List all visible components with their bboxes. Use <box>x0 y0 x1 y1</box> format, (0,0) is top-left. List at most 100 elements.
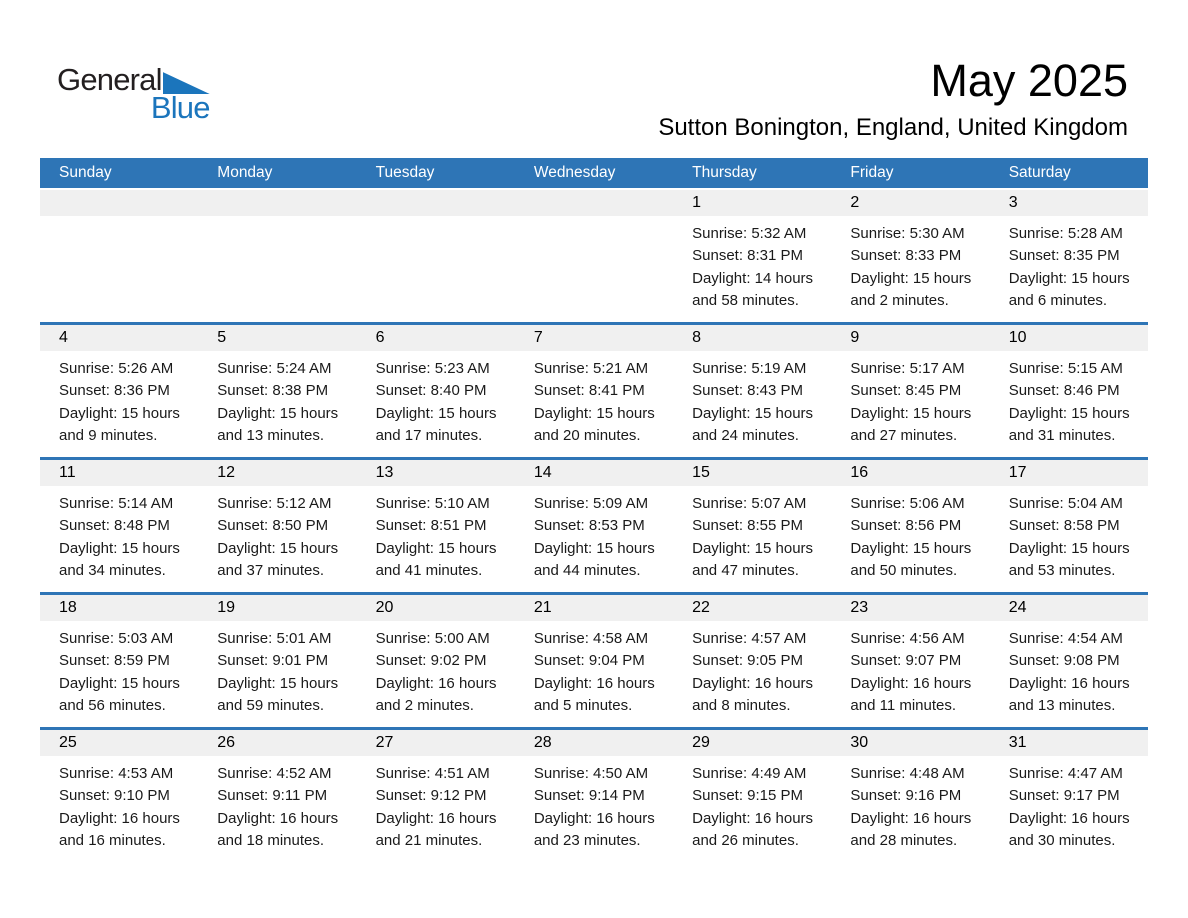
detail-line: Sunset: 8:55 PM <box>692 517 804 535</box>
day-number-band: 25 26 27 28 29 30 31 <box>40 730 1148 756</box>
detail-line: Daylight: 16 hours <box>217 809 339 827</box>
day-details: Sunrise: 5:32 AM Sunset: 8:31 PM Daylight:… <box>673 216 831 322</box>
general-blue-logo: General Blue <box>57 64 210 123</box>
day-number: 6 <box>375 329 385 346</box>
empty-day-cell <box>515 190 673 216</box>
day-details: Sunrise: 4:58 AM Sunset: 9:04 PM Daylight:… <box>515 621 673 727</box>
detail-line: Daylight: 16 hours <box>533 809 655 827</box>
day-details: Sunrise: 5:10 AM Sunset: 8:51 PM Daylight:… <box>357 486 515 592</box>
day-number-band: 11 12 13 14 15 16 17 <box>40 460 1148 486</box>
day-number: 17 <box>1008 464 1027 481</box>
detail-line: Sunrise: 5:30 AM <box>850 225 965 242</box>
detail-line: Sunset: 9:05 PM <box>692 652 804 670</box>
detail-line: Sunset: 9:16 PM <box>850 787 962 805</box>
detail-line: and 16 minutes. <box>59 832 166 850</box>
detail-line: Sunset: 9:04 PM <box>533 652 645 670</box>
detail-line: and 5 minutes. <box>533 697 633 715</box>
day-details: Sunrise: 5:26 AM Sunset: 8:36 PM Daylight:… <box>40 351 198 457</box>
weekday-header-tuesday: Tuesday <box>375 164 435 181</box>
day-number-band: 1 2 3 <box>40 190 1148 216</box>
day-number: 27 <box>375 734 394 751</box>
detail-line: Sunset: 9:02 PM <box>375 652 487 670</box>
detail-line: and 11 minutes. <box>850 697 957 715</box>
detail-line: Daylight: 15 hours <box>217 404 339 422</box>
detail-line: Daylight: 15 hours <box>59 674 180 692</box>
detail-line: and 50 minutes. <box>850 562 958 580</box>
detail-line: Sunrise: 5:28 AM <box>1008 225 1123 242</box>
detail-line: Sunset: 8:58 PM <box>1008 517 1120 535</box>
detail-line: and 17 minutes. <box>375 427 483 445</box>
detail-line: and 6 minutes. <box>1008 292 1108 310</box>
day-number: 18 <box>59 599 77 616</box>
week-row: 4 5 6 7 8 9 10 Sunrise: 5:26 AM Sunset: 8:36 PM D… <box>40 322 1148 457</box>
detail-line: and 56 minutes. <box>59 697 166 715</box>
detail-line: Daylight: 16 hours <box>375 674 497 692</box>
detail-line: Daylight: 15 hours <box>1008 269 1130 287</box>
detail-line: and 59 minutes. <box>217 697 325 715</box>
day-details-band: Sunrise: 5:03 AM Sunset: 8:59 PM Daylight:… <box>40 621 1148 727</box>
detail-line: Sunset: 8:38 PM <box>217 382 329 400</box>
detail-line: Sunset: 9:07 PM <box>850 652 962 670</box>
detail-line: Sunset: 9:12 PM <box>375 787 487 805</box>
detail-line: Daylight: 15 hours <box>692 539 814 557</box>
day-number: 31 <box>1008 734 1027 751</box>
detail-line: and 31 minutes. <box>1008 427 1116 445</box>
day-details: Sunrise: 5:12 AM Sunset: 8:50 PM Daylight:… <box>198 486 356 592</box>
day-number: 2 <box>850 194 860 211</box>
day-details: Sunrise: 5:00 AM Sunset: 9:02 PM Daylight:… <box>357 621 515 727</box>
detail-line: and 24 minutes. <box>692 427 799 445</box>
detail-line: Daylight: 16 hours <box>692 674 814 692</box>
day-details-band: Sunrise: 4:53 AM Sunset: 9:10 PM Daylight:… <box>40 756 1148 862</box>
detail-line: Daylight: 16 hours <box>1008 674 1130 692</box>
detail-line: Daylight: 15 hours <box>59 404 180 422</box>
detail-line: Sunrise: 5:10 AM <box>375 495 490 512</box>
detail-line: Sunrise: 5:32 AM <box>692 225 807 242</box>
detail-line: Daylight: 15 hours <box>217 674 339 692</box>
day-details: Sunrise: 5:03 AM Sunset: 8:59 PM Daylight:… <box>40 621 198 727</box>
detail-line: Daylight: 16 hours <box>850 809 972 827</box>
detail-line: Daylight: 16 hours <box>533 674 655 692</box>
detail-line: Sunrise: 5:09 AM <box>533 495 649 512</box>
day-details: Sunrise: 5:21 AM Sunset: 8:41 PM Daylight:… <box>515 351 673 457</box>
detail-line: Sunset: 8:48 PM <box>59 517 170 535</box>
logo-text-general: General <box>57 62 162 97</box>
detail-line: Sunset: 8:41 PM <box>533 382 645 400</box>
detail-line: Sunset: 8:51 PM <box>375 517 487 535</box>
day-details: Sunrise: 4:54 AM Sunset: 9:08 PM Daylight:… <box>990 621 1148 727</box>
detail-line: Sunset: 8:46 PM <box>1008 382 1120 400</box>
empty-day-cell <box>40 190 198 216</box>
detail-line: Sunset: 9:08 PM <box>1008 652 1120 670</box>
detail-line: Daylight: 15 hours <box>375 404 497 422</box>
day-details-band: Sunrise: 5:32 AM Sunset: 8:31 PM Daylight:… <box>40 216 1148 322</box>
day-details: Sunrise: 4:48 AM Sunset: 9:16 PM Daylight:… <box>831 756 989 862</box>
detail-line: and 13 minutes. <box>217 427 325 445</box>
detail-line: and 13 minutes. <box>1008 697 1116 715</box>
detail-line: Sunset: 9:14 PM <box>533 787 645 805</box>
day-details: Sunrise: 4:53 AM Sunset: 9:10 PM Daylight:… <box>40 756 198 862</box>
detail-line: and 8 minutes. <box>692 697 791 715</box>
detail-line: and 20 minutes. <box>533 427 641 445</box>
detail-line: Daylight: 15 hours <box>533 539 655 557</box>
month-title: May 2025 <box>930 55 1128 106</box>
detail-line: Sunrise: 5:03 AM <box>59 630 174 647</box>
weekday-header-sunday: Sunday <box>59 164 112 181</box>
detail-line: and 47 minutes. <box>692 562 799 580</box>
day-number: 5 <box>217 329 227 346</box>
day-details: Sunrise: 5:19 AM Sunset: 8:43 PM Daylight:… <box>673 351 831 457</box>
day-number: 14 <box>533 464 552 481</box>
detail-line: Sunrise: 4:47 AM <box>1008 765 1123 782</box>
empty-day-cell <box>357 190 515 216</box>
day-details: Sunrise: 4:51 AM Sunset: 9:12 PM Daylight:… <box>357 756 515 862</box>
day-number-band: 18 19 20 21 22 23 24 <box>40 595 1148 621</box>
detail-line: Sunset: 8:36 PM <box>59 382 170 400</box>
day-number: 3 <box>1008 194 1018 211</box>
empty-day-details <box>357 216 515 322</box>
day-details: Sunrise: 4:47 AM Sunset: 9:17 PM Daylight:… <box>990 756 1148 862</box>
location-subtitle: Sutton Bonington, England, United Kingdo… <box>658 114 1128 142</box>
detail-line: Daylight: 15 hours <box>850 539 972 557</box>
weekday-header-saturday: Saturday <box>1008 164 1071 181</box>
week-row: 18 19 20 21 22 23 24 Sunrise: 5:03 AM Sunset: 8:… <box>40 592 1148 727</box>
detail-line: Sunset: 9:01 PM <box>217 652 329 670</box>
day-details: Sunrise: 5:14 AM Sunset: 8:48 PM Daylight:… <box>40 486 198 592</box>
day-details: Sunrise: 4:49 AM Sunset: 9:15 PM Daylight:… <box>673 756 831 862</box>
